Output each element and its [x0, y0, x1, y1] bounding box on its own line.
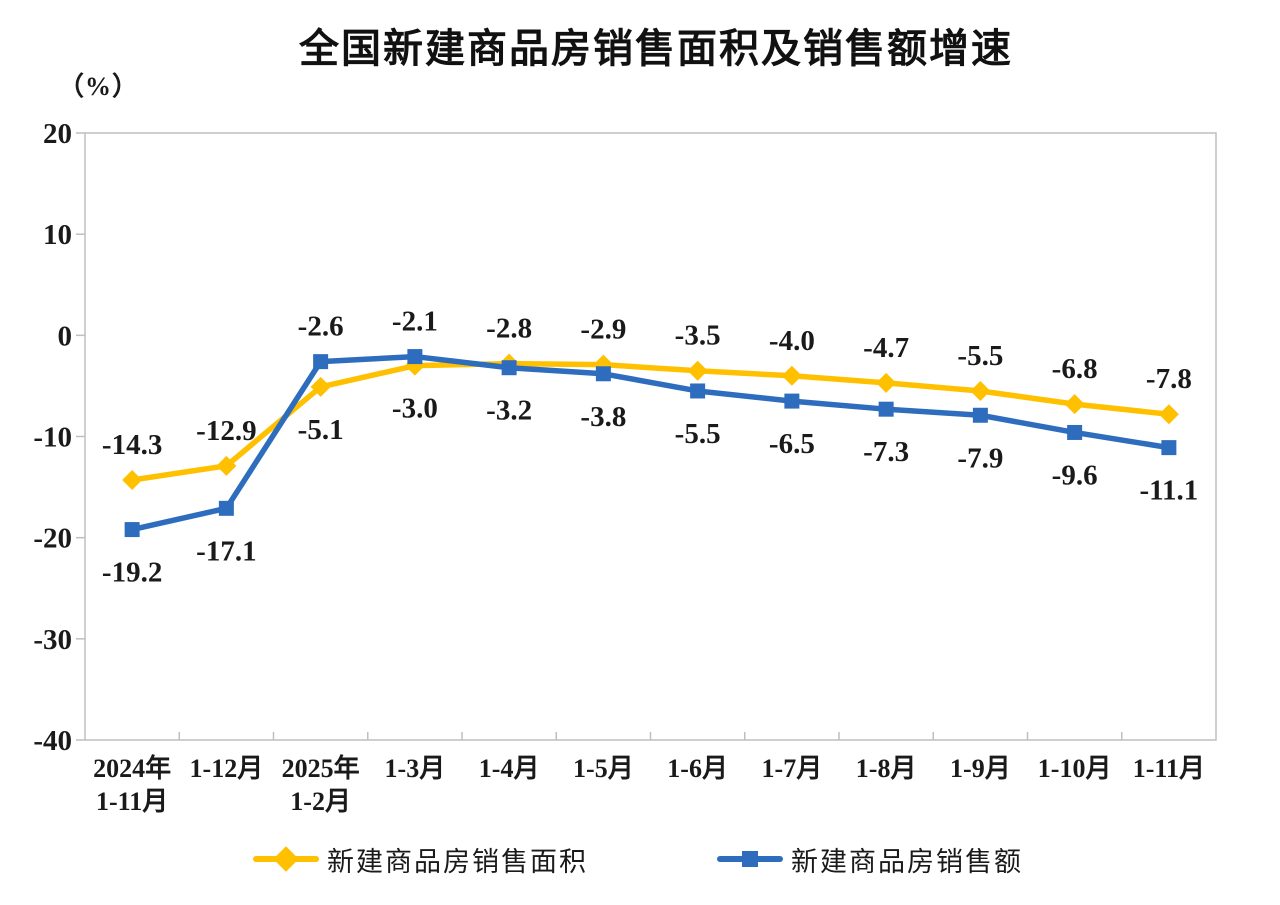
diamond-marker-icon: [781, 365, 802, 386]
legend-item-sales-amount: 新建商品房销售额: [717, 838, 1023, 880]
diamond-marker-icon: [216, 455, 237, 476]
sales-area-line: [129, 360, 1172, 483]
x-tick-label: 1-7月: [762, 754, 823, 783]
x-axis: 2024年 1-11月 1-12月 2025年 1-2月 1-3月 1-4月 1-5月 1-6月…: [93, 732, 1205, 816]
data-label: -4.0: [769, 325, 815, 357]
data-label: -11.1: [1139, 475, 1198, 507]
square-marker-icon: [690, 383, 706, 399]
sales-amount-line: [129, 353, 1172, 533]
data-label: -2.9: [580, 314, 626, 346]
y-tick-label: -30: [33, 624, 72, 656]
y-axis: 20 10 0 -10 -20 -30 -40: [33, 118, 85, 757]
data-label: -7.8: [1146, 363, 1192, 395]
square-marker-icon: [972, 407, 988, 423]
diamond-marker-icon: [310, 376, 331, 397]
x-tick-label: 1-4月: [479, 754, 540, 783]
diamond-marker-icon: [876, 372, 897, 393]
data-label: -6.5: [769, 428, 815, 460]
data-label: -3.8: [580, 401, 626, 433]
data-label: -9.6: [1052, 459, 1098, 491]
y-tick-label: 0: [58, 320, 73, 352]
data-label: -5.5: [675, 418, 721, 450]
data-label: -19.2: [102, 557, 162, 589]
legend-label-sales-amount: 新建商品房销售额: [791, 846, 1023, 877]
sales-amount-series-marker-icon: [717, 838, 783, 880]
diamond-marker-icon: [122, 470, 143, 491]
x-tick-label: 1-12月: [190, 754, 264, 783]
data-label: -3.5: [675, 320, 721, 352]
square-marker-icon: [313, 354, 329, 370]
data-label: -4.7: [863, 332, 909, 364]
data-label: -17.1: [196, 535, 256, 567]
x-tick-label: 2024年 1-11月: [93, 753, 171, 816]
x-tick-label: 1-8月: [856, 754, 917, 783]
legend-label-sales-area: 新建商品房销售面积: [327, 846, 588, 877]
square-marker-icon: [124, 522, 140, 538]
diamond-marker-icon: [1064, 394, 1085, 415]
x-tick-label: 1-3月: [385, 754, 446, 783]
series-sales-area: [122, 353, 1179, 491]
data-label: -14.3: [102, 429, 162, 461]
data-label: -2.1: [392, 306, 438, 338]
data-label: -3.2: [486, 395, 532, 427]
data-label: -7.9: [957, 442, 1003, 474]
square-marker-icon: [595, 366, 611, 382]
x-tick-label: 1-10月: [1038, 754, 1112, 783]
data-label: -3.0: [392, 393, 438, 425]
y-tick-label: -40: [33, 725, 72, 757]
y-tick-label: -20: [33, 523, 72, 555]
y-tick-label: 10: [43, 219, 72, 251]
x-tick-label: 1-11月: [1133, 754, 1205, 783]
square-marker-icon: [218, 500, 234, 516]
square-marker-icon: [407, 349, 423, 365]
data-label: -5.5: [957, 340, 1003, 372]
y-tick-label: 20: [43, 118, 72, 150]
x-tick-label: 1-9月: [950, 754, 1011, 783]
data-label: -2.8: [486, 313, 532, 345]
data-label: -6.8: [1052, 353, 1098, 385]
y-tick-label: -10: [33, 422, 72, 454]
chart-legend: 新建商品房销售面积 新建商品房销售额: [0, 838, 1280, 884]
diamond-marker-icon: [970, 380, 991, 401]
x-tick-label: 2025年 1-2月: [282, 753, 360, 816]
data-labels: -14.3 -12.9 -5.1 -3.0 -2.8 -2.9 -3.5 -4.0 -4.7 -5…: [102, 306, 1198, 589]
data-label: -12.9: [196, 415, 256, 447]
square-marker-icon: [878, 401, 894, 417]
series-sales-amount: [124, 349, 1177, 538]
legend-item-sales-area: 新建商品房销售面积: [253, 838, 588, 880]
x-tick-label: 1-5月: [573, 754, 634, 783]
sales-area-series-marker-icon: [253, 838, 319, 880]
data-label: -2.6: [298, 311, 344, 343]
x-tick-label: 1-6月: [667, 754, 728, 783]
square-marker-icon: [784, 393, 800, 409]
data-label: -7.3: [863, 436, 909, 468]
square-marker-icon: [1161, 440, 1177, 456]
y-axis-unit-label: （%）: [58, 72, 140, 101]
diamond-marker-icon: [1158, 404, 1179, 425]
chart-title: 全国新建商品房销售面积及销售额增速: [299, 26, 1013, 71]
square-marker-icon: [1067, 424, 1083, 440]
square-marker-icon: [501, 360, 517, 376]
data-label: -5.1: [298, 414, 344, 446]
diamond-marker-icon: [687, 360, 708, 381]
